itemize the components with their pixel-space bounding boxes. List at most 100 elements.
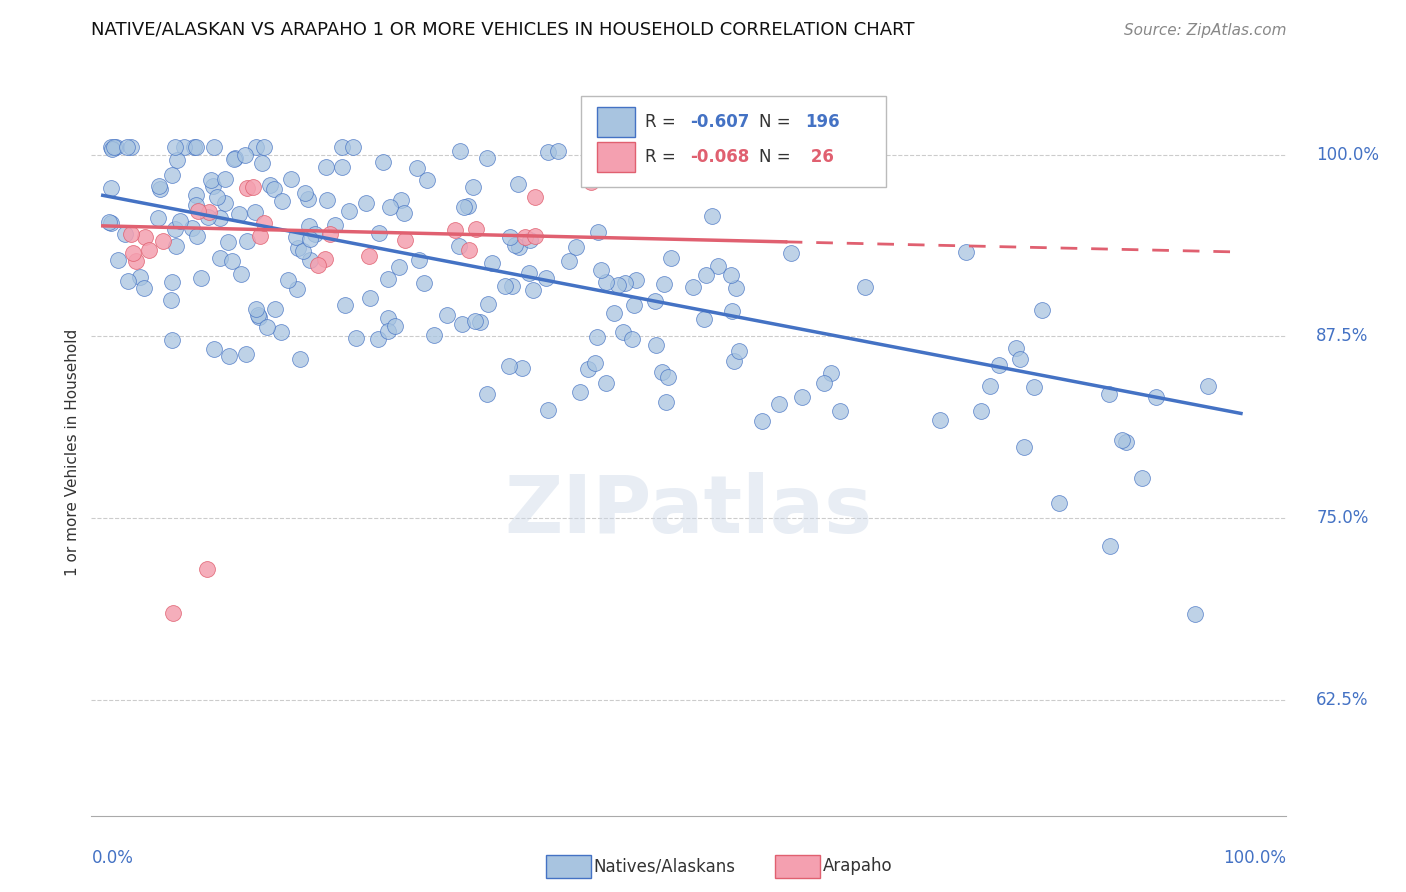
Point xyxy=(299,252,322,267)
Point xyxy=(263,182,285,196)
Point xyxy=(342,140,364,154)
Text: 62.5%: 62.5% xyxy=(1316,691,1369,709)
Text: Source: ZipAtlas.com: Source: ZipAtlas.com xyxy=(1123,23,1286,38)
Point xyxy=(813,376,835,390)
Point xyxy=(371,155,394,169)
Point xyxy=(198,205,221,219)
Point xyxy=(214,196,236,211)
Point xyxy=(249,229,271,244)
Point xyxy=(450,318,472,332)
Point xyxy=(405,161,427,175)
Point xyxy=(195,562,218,576)
Text: R =: R = xyxy=(645,148,681,166)
Point xyxy=(218,349,240,363)
Point xyxy=(468,315,491,329)
Point xyxy=(768,397,790,411)
Point xyxy=(129,270,152,285)
Point xyxy=(173,140,195,154)
Point xyxy=(465,222,488,236)
Point xyxy=(645,337,668,351)
Point xyxy=(208,211,231,225)
Point xyxy=(389,194,412,208)
Point xyxy=(1008,352,1031,367)
Point xyxy=(120,227,142,241)
Point xyxy=(97,214,120,228)
Point xyxy=(394,233,416,247)
Point xyxy=(723,354,745,368)
Point xyxy=(359,292,381,306)
Point xyxy=(612,326,634,340)
Point xyxy=(298,232,321,246)
Point xyxy=(1130,471,1153,485)
Point xyxy=(606,278,628,293)
Point xyxy=(443,223,465,237)
Point xyxy=(586,330,609,344)
Point xyxy=(494,278,516,293)
Point xyxy=(1184,607,1206,621)
Point xyxy=(537,145,560,160)
Point xyxy=(377,271,399,285)
Point xyxy=(595,376,617,390)
Point xyxy=(780,246,803,260)
Point xyxy=(184,140,207,154)
Point xyxy=(246,308,269,322)
Point xyxy=(252,155,274,169)
Point xyxy=(367,332,389,346)
Point xyxy=(165,239,187,253)
Point xyxy=(271,194,294,208)
Point xyxy=(149,181,172,195)
Point xyxy=(499,230,522,244)
Text: 87.5%: 87.5% xyxy=(1316,327,1369,345)
Point xyxy=(307,258,329,272)
Point xyxy=(576,362,599,376)
Point xyxy=(1111,434,1133,448)
Point xyxy=(1115,435,1137,450)
Point xyxy=(104,140,127,154)
Point xyxy=(970,404,993,418)
Point xyxy=(247,310,270,324)
Point xyxy=(408,253,430,268)
Text: NATIVE/ALASKAN VS ARAPAHO 1 OR MORE VEHICLES IN HOUSEHOLD CORRELATION CHART: NATIVE/ALASKAN VS ARAPAHO 1 OR MORE VEHI… xyxy=(91,21,915,38)
Text: -0.607: -0.607 xyxy=(690,113,749,131)
Point xyxy=(184,198,207,212)
Text: N =: N = xyxy=(759,113,796,131)
Point xyxy=(447,239,470,253)
Point xyxy=(603,306,626,320)
Point xyxy=(284,230,307,244)
Point xyxy=(160,293,183,307)
Point xyxy=(253,216,276,230)
Point xyxy=(277,273,299,287)
Point xyxy=(190,270,212,285)
Point xyxy=(517,266,540,280)
Point xyxy=(337,204,360,219)
Point xyxy=(205,190,228,204)
Point xyxy=(100,140,122,154)
Point xyxy=(231,267,253,281)
Y-axis label: 1 or more Vehicles in Household: 1 or more Vehicles in Household xyxy=(65,329,80,576)
Point xyxy=(162,606,184,620)
Point xyxy=(316,193,339,207)
Text: 0.0%: 0.0% xyxy=(91,849,134,867)
Point xyxy=(319,227,342,241)
Point xyxy=(243,205,266,219)
Point xyxy=(330,140,353,154)
Point xyxy=(202,140,225,154)
Text: 75.0%: 75.0% xyxy=(1316,509,1369,527)
Point xyxy=(477,387,499,401)
Point xyxy=(100,216,122,230)
Point xyxy=(270,325,292,339)
Point xyxy=(524,228,547,243)
Point xyxy=(955,245,977,260)
Point xyxy=(287,241,309,255)
Point xyxy=(245,301,267,316)
Point xyxy=(242,180,264,194)
Text: 196: 196 xyxy=(804,113,839,131)
Point xyxy=(702,209,724,223)
Point xyxy=(388,260,411,275)
Point xyxy=(314,252,336,267)
Point xyxy=(200,172,222,186)
Point xyxy=(132,280,155,294)
Point xyxy=(100,180,122,194)
Point xyxy=(120,140,142,154)
Point xyxy=(724,280,747,294)
